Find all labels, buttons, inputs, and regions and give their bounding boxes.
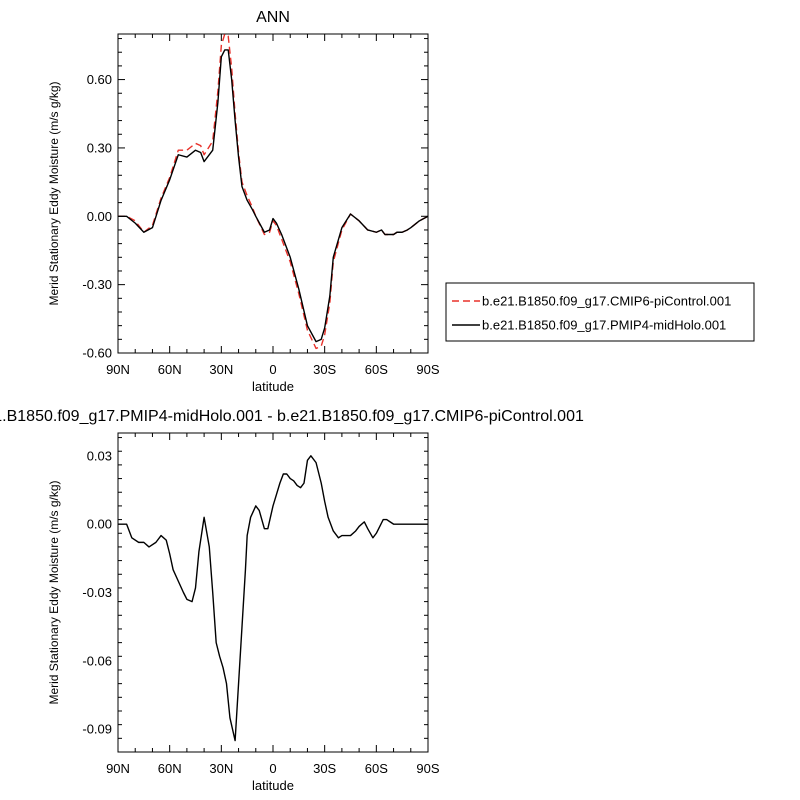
- x-tick-label: 30N: [209, 761, 233, 776]
- x-tick-label: 90N: [106, 761, 130, 776]
- series-line-0: [118, 33, 429, 350]
- y-axis-label: Merid Stationary Eddy Moisture (m/s g/kg…: [47, 480, 61, 704]
- x-tick-label: 90N: [106, 362, 130, 377]
- y-axis-label: Merid Stationary Eddy Moisture (m/s g/kg…: [47, 81, 61, 305]
- y-tick-label: -0.30: [82, 277, 112, 292]
- y-tick-label: 0.03: [87, 448, 112, 463]
- legend-box: [445, 282, 755, 342]
- series-line-0: [118, 455, 428, 742]
- x-tick-label: 90S: [416, 761, 439, 776]
- x-tick-label: 30S: [313, 362, 336, 377]
- chart-title: ANN: [256, 9, 290, 26]
- y-tick-label: -0.06: [82, 653, 112, 668]
- y-tick-label: -0.60: [82, 346, 112, 361]
- x-tick-label: 30S: [313, 761, 336, 776]
- y-tick-label: -0.09: [82, 722, 112, 737]
- x-tick-label: 60S: [365, 362, 388, 377]
- y-tick-label: 0.30: [87, 140, 112, 155]
- series-line-1: [118, 49, 429, 343]
- y-tick-label: 0.00: [87, 209, 112, 224]
- x-tick-label: 60N: [158, 761, 182, 776]
- x-tick-label: 60N: [158, 362, 182, 377]
- x-tick-label: 0: [269, 362, 276, 377]
- plot-frame: [117, 432, 429, 753]
- x-tick-label: 90S: [416, 362, 439, 377]
- x-axis-label: latitude: [252, 778, 294, 793]
- y-tick-label: 0.00: [87, 517, 112, 532]
- y-tick-label: -0.03: [82, 585, 112, 600]
- chart-title: b.e21.B1850.f09_g17.PMIP4-midHolo.001 - …: [0, 408, 584, 425]
- x-tick-label: 60S: [365, 761, 388, 776]
- y-tick-label: 0.60: [87, 72, 112, 87]
- x-tick-label: 30N: [209, 362, 233, 377]
- x-axis-label: latitude: [252, 379, 294, 394]
- legend-label-1: b.e21.B1850.f09_g17.PMIP4-midHolo.001: [482, 318, 726, 333]
- legend-label-0: b.e21.B1850.f09_g17.CMIP6-piControl.001: [482, 294, 731, 309]
- x-tick-label: 0: [269, 761, 276, 776]
